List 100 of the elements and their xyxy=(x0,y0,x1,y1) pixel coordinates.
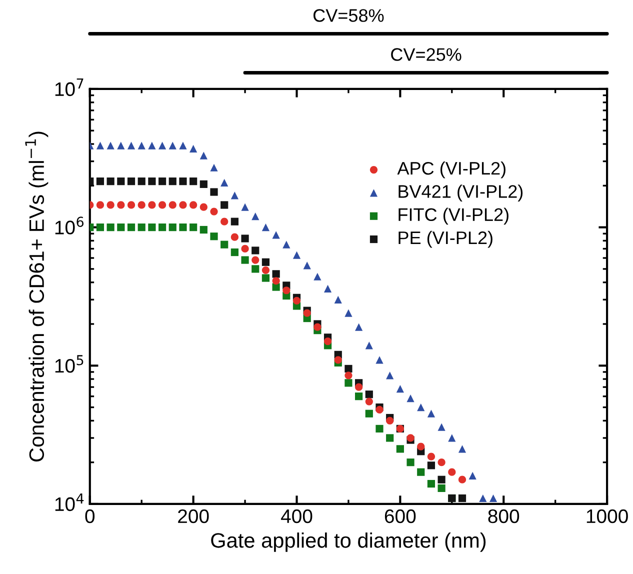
point xyxy=(324,284,332,292)
y-tick-label: 10$^{7}$ xyxy=(55,78,84,96)
point xyxy=(376,424,384,433)
point xyxy=(262,274,270,282)
point xyxy=(127,142,136,150)
x-tick-label: 600 xyxy=(384,509,416,524)
point xyxy=(314,323,322,331)
point xyxy=(282,240,290,248)
y-tick-label: 10$^{6}$ xyxy=(55,216,84,234)
point xyxy=(138,142,146,150)
point xyxy=(127,201,136,209)
point xyxy=(117,178,125,186)
point xyxy=(458,445,466,453)
point xyxy=(200,180,208,188)
x-tick-label: 800 xyxy=(488,509,520,524)
point xyxy=(158,201,166,209)
point xyxy=(241,203,249,211)
point xyxy=(365,410,373,418)
point xyxy=(272,277,280,285)
legend-label: FITC (VI-PL2) xyxy=(398,208,508,225)
point xyxy=(179,224,187,232)
point xyxy=(252,256,260,264)
point xyxy=(148,142,156,150)
point xyxy=(179,178,187,186)
point xyxy=(168,178,176,186)
point xyxy=(386,434,394,442)
point xyxy=(138,224,146,232)
point xyxy=(106,142,114,150)
point xyxy=(479,494,487,502)
point xyxy=(200,203,208,211)
point xyxy=(376,356,384,364)
point xyxy=(376,406,384,414)
point xyxy=(220,218,228,226)
text: CV=25% xyxy=(391,48,462,61)
point xyxy=(448,468,456,476)
point xyxy=(438,458,446,466)
point xyxy=(344,364,352,373)
point xyxy=(427,452,436,460)
point xyxy=(427,462,436,470)
point xyxy=(448,434,456,442)
point xyxy=(417,468,425,476)
point xyxy=(200,226,208,234)
point xyxy=(220,240,228,248)
point xyxy=(427,410,436,418)
point xyxy=(334,296,342,304)
point xyxy=(252,246,260,254)
point xyxy=(427,480,436,488)
y-tick-label: 10$^{5}$ xyxy=(55,355,84,373)
point xyxy=(292,296,301,304)
point xyxy=(365,342,373,350)
point xyxy=(106,178,114,186)
point xyxy=(303,309,311,317)
point xyxy=(438,476,446,484)
legend-label: BV421 (VI-PL2) xyxy=(398,184,523,202)
point xyxy=(241,256,249,264)
point xyxy=(458,476,466,484)
point xyxy=(127,178,136,186)
point xyxy=(406,394,414,402)
point xyxy=(355,383,363,391)
point xyxy=(106,201,114,209)
text: CV=58% xyxy=(314,9,384,22)
point xyxy=(458,494,466,502)
point xyxy=(106,224,114,232)
point xyxy=(168,142,176,150)
x-axis-title: Gate applied to diameter (nm) xyxy=(211,532,486,552)
point xyxy=(168,224,176,232)
point xyxy=(324,337,332,346)
point xyxy=(344,372,352,380)
point xyxy=(158,142,166,150)
point xyxy=(406,458,414,466)
point xyxy=(262,224,270,232)
legend-label: APC (VI-PL2) xyxy=(397,161,506,178)
point xyxy=(168,201,176,209)
point xyxy=(241,234,249,242)
point xyxy=(252,212,260,220)
x-tick-label: 200 xyxy=(178,509,209,524)
point xyxy=(220,178,228,187)
point xyxy=(190,224,198,232)
y-axis-title: Concentration of CD61+ EVs (ml$^{−1}$) xyxy=(25,132,48,462)
point xyxy=(210,164,218,172)
point xyxy=(148,178,156,186)
point xyxy=(355,392,363,400)
point xyxy=(282,286,290,294)
point xyxy=(127,224,136,232)
point xyxy=(365,398,373,406)
point xyxy=(241,244,249,253)
point xyxy=(303,262,311,270)
point xyxy=(365,390,373,398)
x-tick-label: 400 xyxy=(280,509,312,524)
point xyxy=(158,178,166,186)
point xyxy=(344,379,352,387)
point xyxy=(396,445,404,453)
point xyxy=(272,231,280,239)
point xyxy=(489,494,498,502)
point xyxy=(468,472,476,480)
point xyxy=(252,265,260,273)
point xyxy=(396,385,404,393)
point xyxy=(230,233,238,241)
point xyxy=(190,201,198,209)
point xyxy=(292,251,301,259)
